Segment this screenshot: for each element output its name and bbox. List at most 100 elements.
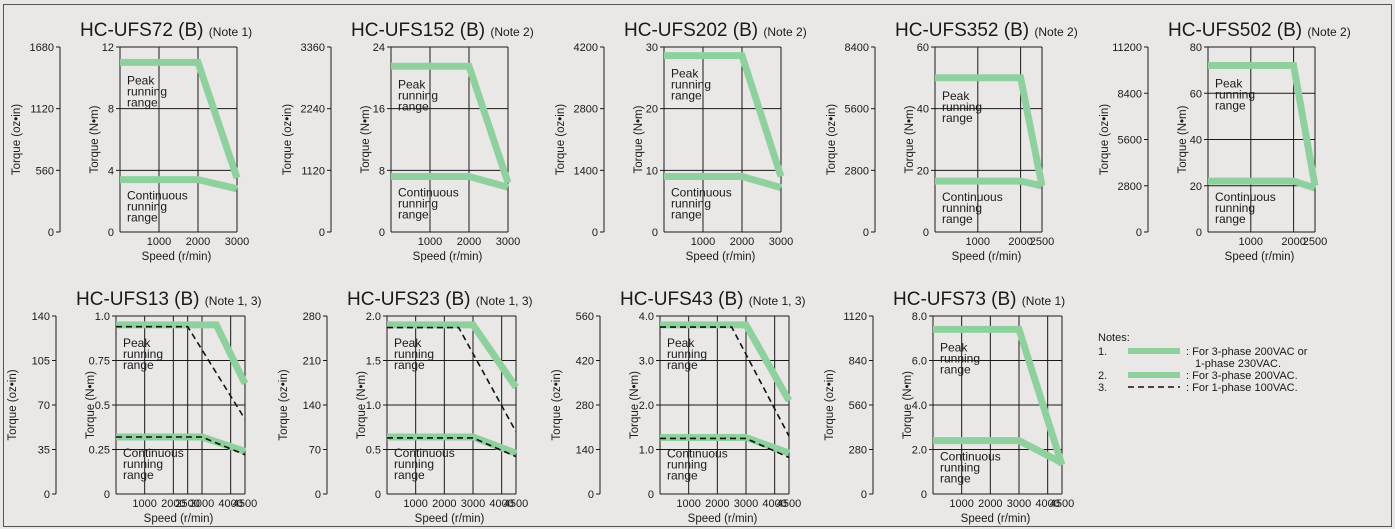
x-tick-label: 1000 — [966, 236, 990, 248]
chart-title-note: (Note 2) — [763, 25, 806, 39]
continuous-range-label: range — [667, 468, 698, 482]
band-series-1 — [935, 74, 1046, 187]
x-axis-title: Speed (r/min) — [142, 251, 212, 263]
y-axis-title: Torque (N•m) — [356, 371, 368, 439]
legend-item-text: : For 3-phase 200VAC or — [1186, 346, 1308, 358]
peak-range-label: running — [394, 347, 434, 361]
peak-range-label: Peak — [394, 336, 422, 350]
y-tick-label: 4 — [108, 165, 114, 177]
band-series-2 — [664, 173, 782, 191]
continuous-range-label: range — [394, 468, 425, 482]
band-series-1 — [116, 321, 249, 386]
y2-tick-label: 8400 — [1118, 88, 1142, 100]
y2-tick-label: 140 — [32, 311, 50, 323]
chart-9: HC-UFS73 (B) (Note 1) 0 2.0 4.0 6.0 8.0 1000 20… — [824, 289, 1074, 525]
band-series-1 — [387, 321, 519, 390]
x-tick-label: 2000 — [1008, 236, 1032, 248]
continuous-range-label: running — [123, 457, 163, 471]
dashed-series-4 — [387, 437, 517, 458]
chart-title-main: HC-UFS23 (B) — [347, 289, 476, 310]
chart-title-main: HC-UFS202 (B) — [624, 20, 763, 41]
chart-title: HC-UFS352 (B) (Note 2) — [895, 20, 1078, 41]
chart-title: HC-UFS43 (B) (Note 1, 3) — [620, 289, 806, 310]
y2-tick-label: 8400 — [845, 42, 869, 54]
x-tick-label: 3000 — [190, 498, 214, 510]
y-tick-label: 60 — [917, 42, 929, 54]
peak-range-label: Peak — [671, 67, 699, 81]
chart-title-note: (Note 1) — [209, 25, 252, 39]
peak-range-label: Peak — [940, 340, 968, 354]
band-series-1 — [1208, 62, 1319, 187]
continuous-range-label: running — [398, 197, 438, 211]
x-tick-label: 4500 — [777, 498, 801, 510]
x-axis-title: Speed (r/min) — [1225, 251, 1295, 263]
band-series-1 — [120, 58, 241, 180]
chart-title-note: (Note 1, 3) — [476, 294, 533, 308]
continuous-range-label: range — [1215, 212, 1246, 226]
y2-axis-title: Torque (oz•in) — [824, 369, 836, 440]
y-tick-label: 2.0 — [912, 445, 927, 457]
y2-axis-title: Torque (oz•in) — [826, 104, 838, 175]
x-tick-label: 2000 — [161, 498, 185, 510]
chart-title-main: HC-UFS73 (B) — [893, 289, 1022, 310]
peak-range-label: range — [667, 358, 698, 372]
y-tick-label: 20 — [646, 104, 658, 116]
y-tick-label: 0 — [648, 489, 654, 501]
chart-7: HC-UFS23 (B) (Note 1, 3) 0 0.5 1.0 1.5 2.0 100… — [278, 289, 533, 525]
peak-range-label: Peak — [123, 336, 151, 350]
y2-tick-label: 35 — [38, 445, 50, 457]
y2-tick-label: 280 — [303, 311, 321, 323]
y2-tick-label: 5600 — [1118, 135, 1142, 147]
y-tick-label: 8 — [379, 165, 385, 177]
y-axis-title: Torque (N•m) — [633, 105, 645, 173]
y-tick-label: 40 — [917, 104, 929, 116]
x-axis-title: Speed (r/min) — [686, 251, 756, 263]
y-tick-label: 8 — [108, 104, 114, 116]
x-tick-label: 1000 — [403, 498, 427, 510]
chart-6: HC-UFS13 (B) (Note 1, 3) 0 0.25 0.5 0.75 1.0 1… — [7, 289, 262, 525]
y2-axis-title: Torque (oz•in) — [282, 104, 294, 175]
x-axis-title: Speed (r/min) — [144, 513, 214, 525]
peak-range-label: Peak — [398, 77, 426, 91]
continuous-range-label: range — [127, 211, 158, 225]
y-tick-label: 80 — [1190, 42, 1202, 54]
peak-range-label: Peak — [127, 73, 155, 87]
dashed-series-3 — [116, 325, 246, 420]
y2-tick-label: 3360 — [301, 42, 325, 54]
x-tick-label: 3000 — [496, 236, 520, 248]
peak-range-label: running — [942, 100, 982, 114]
chart-title-main: HC-UFS502 (B) — [1168, 20, 1307, 41]
y-tick-label: 4.0 — [912, 400, 927, 412]
y2-tick-label: 0 — [588, 489, 594, 501]
y-tick-label: 6.0 — [912, 356, 927, 368]
peak-range-label: running — [671, 78, 711, 92]
x-tick-label: 2000 — [457, 236, 481, 248]
y-tick-label: 2.0 — [639, 400, 654, 412]
y2-tick-label: 1680 — [30, 42, 54, 54]
y2-tick-label: 0 — [592, 227, 598, 239]
figure-frame: HC-UFS72 (B) (Note 1) 0 4 8 12 1000 2000 3000 0 5… — [3, 4, 1392, 527]
y2-axis-title: Torque (oz•in) — [1099, 104, 1111, 175]
x-tick-label: 1000 — [676, 498, 700, 510]
continuous-range-label: Continuous — [942, 190, 1003, 204]
y-tick-label: 0 — [1196, 227, 1202, 239]
band-series-1 — [660, 321, 793, 403]
peak-range-label: running — [667, 347, 707, 361]
y-axis-title: Torque (N•m) — [629, 371, 641, 439]
y-tick-label: 4.0 — [639, 311, 654, 323]
y2-tick-label: 560 — [36, 165, 54, 177]
x-tick-label: 1000 — [418, 236, 442, 248]
chart-title: HC-UFS152 (B) (Note 2) — [351, 20, 534, 41]
y2-tick-label: 0 — [1136, 227, 1142, 239]
peak-range-label: range — [940, 362, 971, 376]
dashed-series-3 — [387, 326, 517, 433]
dashed-series-4 — [660, 437, 790, 459]
continuous-range-label: running — [942, 201, 982, 215]
dashed-series-3 — [660, 326, 790, 437]
band-series-2 — [1208, 177, 1317, 192]
legend-item-number: 1. — [1098, 346, 1107, 358]
continuous-range-label: range — [398, 208, 429, 222]
y2-tick-label: 280 — [576, 400, 594, 412]
y2-tick-label: 11200 — [1112, 42, 1142, 54]
y-tick-label: 1.0 — [95, 311, 110, 323]
